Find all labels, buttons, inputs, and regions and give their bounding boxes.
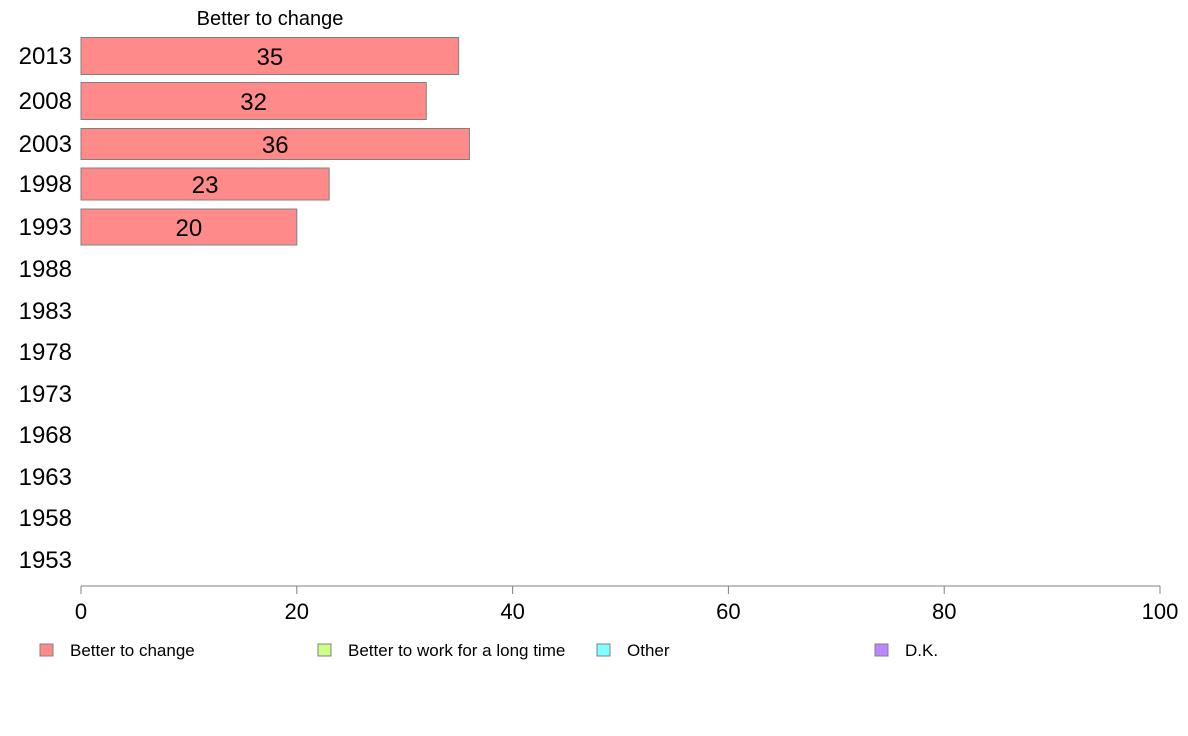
bar: [80, 208, 298, 246]
legend-label: Other: [627, 641, 670, 660]
category-label: 2013: [19, 43, 72, 70]
x-tick-label: 20: [285, 599, 309, 624]
category-label: 1973: [19, 381, 72, 408]
bar: [80, 37, 460, 75]
bar-value-label: 36: [262, 132, 289, 159]
legend-swatch: [596, 643, 611, 657]
legend: Better to change Better to work for a lon…: [39, 641, 938, 660]
x-tick-label: 40: [500, 599, 524, 624]
category-label: 1998: [19, 171, 72, 198]
legend-swatch: [317, 643, 332, 657]
x-tick-label: 60: [716, 599, 740, 624]
category-label: 1993: [19, 214, 72, 241]
x-tick-label: 80: [932, 599, 956, 624]
category-label: 1988: [19, 256, 72, 283]
bars-group: [80, 37, 470, 246]
category-label: 1968: [19, 422, 72, 449]
legend-label: Better to change: [70, 641, 195, 660]
bar-value-label: 20: [176, 215, 203, 242]
x-axis: 0 20 40 60 80 100: [75, 585, 1179, 624]
x-tick-label: 100: [1142, 599, 1179, 624]
legend-label: D.K.: [905, 641, 938, 660]
bar-labels-group: 35 32 36 23 20: [176, 44, 289, 242]
bar-value-label: 35: [256, 44, 283, 71]
x-tick-label: 0: [75, 599, 87, 624]
series-column-header: Better to change: [197, 8, 344, 30]
bar: [80, 128, 470, 160]
category-label: 1963: [19, 464, 72, 491]
category-label: 1958: [19, 505, 72, 532]
category-label: 2008: [19, 88, 72, 115]
legend-swatch: [874, 643, 889, 657]
bar: [80, 82, 427, 120]
legend-swatch: [39, 643, 54, 657]
category-label: 1983: [19, 298, 72, 325]
bar-value-label: 23: [192, 172, 219, 199]
bar-value-label: 32: [240, 89, 267, 116]
category-label: 2003: [19, 131, 72, 158]
bar: [80, 167, 330, 201]
category-label: 1978: [19, 339, 72, 366]
y-axis-labels: 2013 2008 2003 1998 1993 1988 1983 1978 1973 1968…: [19, 43, 72, 574]
category-label: 1953: [19, 547, 72, 574]
legend-label: Better to work for a long time: [348, 641, 565, 660]
